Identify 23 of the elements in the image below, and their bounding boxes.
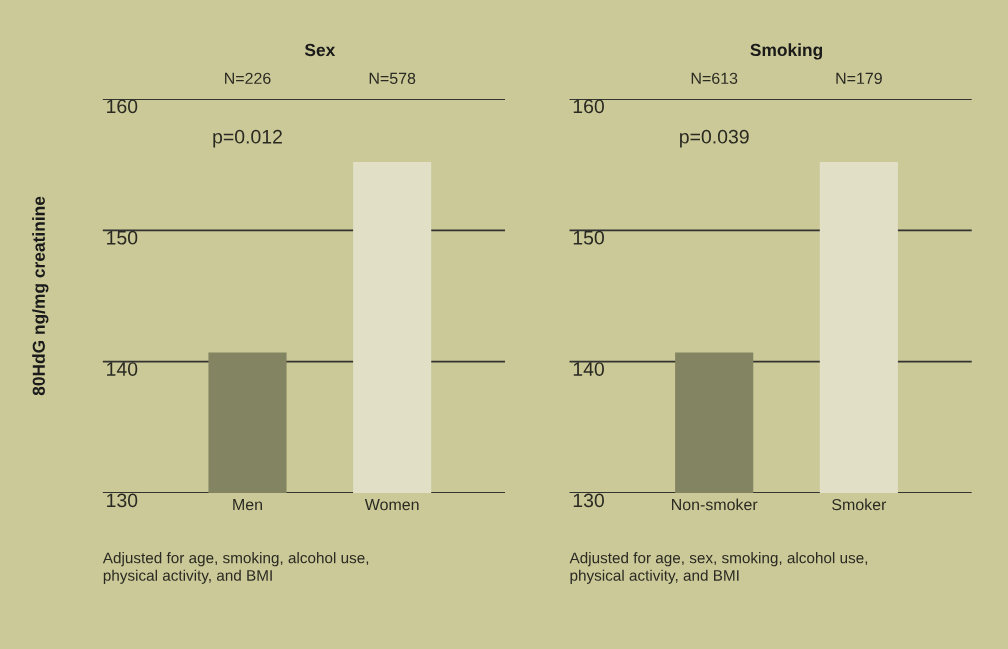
text: N=179 — [836, 72, 882, 84]
x-tick-label: Men — [233, 499, 262, 511]
text: Adjusted for age, smoking, alcohol use, physical activity, and BMI — [102, 552, 369, 584]
y-tick-label: 150 — [107, 230, 138, 245]
text: N=613 — [691, 72, 738, 84]
y-tick-label: 150 — [573, 230, 604, 245]
y-tick-label: 140 — [573, 362, 604, 376]
y-tick-label: 130 — [107, 493, 138, 508]
text: N=226 — [225, 72, 271, 84]
x-tick-label: Smoker — [832, 498, 887, 511]
text: N=578 — [369, 72, 416, 84]
y-tick-label: 130 — [573, 493, 604, 508]
x-tick-label: Non-smoker — [672, 498, 758, 511]
y-tick-label: 160 — [107, 99, 138, 114]
text: Adjusted for age, sex, smoking, alcohol use, physical activity, and BMI — [569, 552, 868, 584]
annotation: p=0.012 — [213, 129, 282, 148]
x-tick-label: Women — [364, 499, 419, 511]
annotation: p=0.039 — [680, 129, 749, 148]
chart-title: Smoking — [750, 43, 823, 60]
y-tick-label: 140 — [107, 362, 138, 376]
y-axis-title: 80HdG ng/mg creatinine — [32, 196, 49, 396]
chart-title: Sex — [304, 43, 336, 57]
y-tick-label: 160 — [573, 99, 604, 114]
